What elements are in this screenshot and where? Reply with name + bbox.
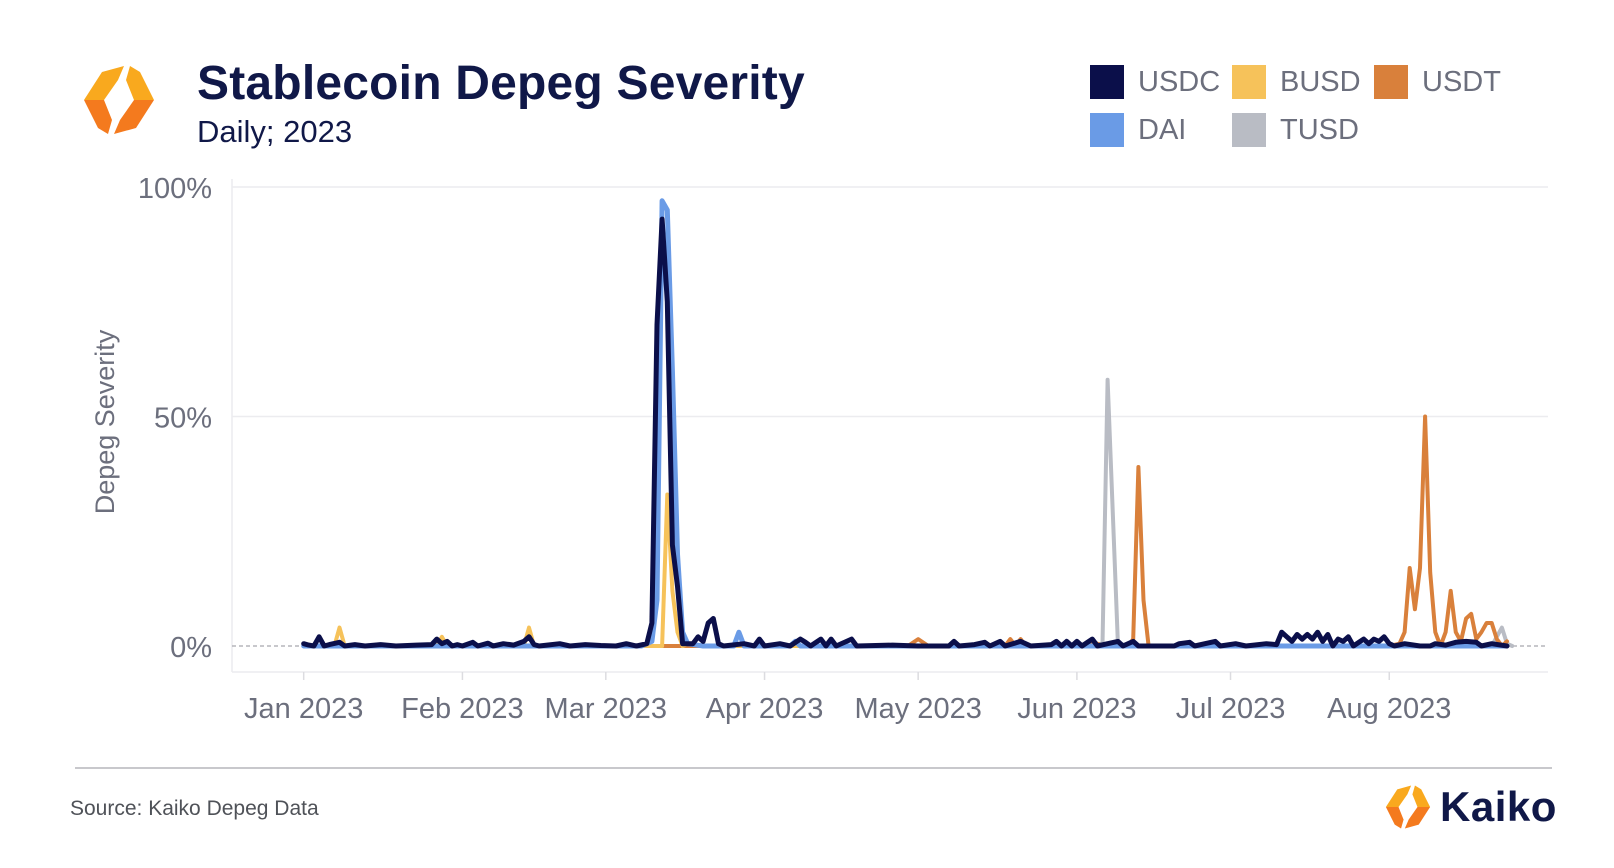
legend-label-dai: DAI (1138, 113, 1187, 146)
series-line-busd (301, 492, 1509, 648)
series-line-tusd (301, 377, 1515, 648)
legend-swatch-usdt (1374, 65, 1408, 99)
x-tick-label: Jul 2023 (1176, 693, 1286, 725)
x-tick-label: Apr 2023 (706, 693, 824, 725)
legend-swatch-tusd (1232, 113, 1266, 147)
legend-label-usdt: USDT (1422, 65, 1501, 98)
x-tick-label: Aug 2023 (1327, 693, 1451, 725)
kaiko-logo-icon (84, 66, 154, 134)
x-tick-label: May 2023 (854, 693, 981, 725)
series-line-usdt (301, 414, 1509, 648)
series-line-dai (301, 198, 1510, 649)
legend-label-tusd: TUSD (1280, 113, 1359, 146)
footer-divider (75, 767, 1552, 769)
legend-item-usdc: USDC (1090, 64, 1220, 100)
brand-block: Kaiko (1382, 783, 1557, 831)
legend-item-tusd: TUSD (1232, 112, 1359, 148)
legend-item-busd: BUSD (1232, 64, 1361, 100)
series-line-usdc (301, 216, 1510, 649)
x-tick-label: Jun 2023 (1017, 693, 1136, 725)
legend-swatch-usdc (1090, 65, 1124, 99)
legend-label-busd: BUSD (1280, 65, 1361, 98)
axis-layer: 0% 50% 100% Jan 2023 Feb 2023 Mar 2023 Apr 202… (138, 173, 1452, 725)
x-tick-label: Jan 2023 (244, 693, 363, 725)
chart-title: Stablecoin Depeg Severity (197, 57, 805, 110)
y-tick-label: 100% (138, 173, 212, 205)
series-layer (301, 198, 1515, 649)
grid-layer (231, 179, 1548, 680)
legend-swatch-dai (1090, 113, 1124, 147)
y-tick-label: 0% (170, 632, 212, 664)
y-axis-label: Depeg Severity (90, 329, 120, 514)
legend-item-dai: DAI (1090, 112, 1186, 148)
legend-label-usdc: USDC (1138, 65, 1221, 98)
legend-swatch-busd (1232, 65, 1266, 99)
kaiko-brand-icon (1385, 785, 1431, 829)
legend: USDC BUSD USDT DAI TUSD (1090, 64, 1560, 154)
legend-item-usdt: USDT (1374, 64, 1501, 100)
source-note: Source: Kaiko Depeg Data (70, 797, 319, 820)
brand-name: Kaiko (1440, 783, 1557, 830)
x-tick-label: Mar 2023 (545, 693, 668, 725)
chart-subtitle: Daily; 2023 (197, 114, 353, 149)
y-tick-label: 50% (154, 403, 212, 435)
x-tick-label: Feb 2023 (401, 693, 524, 725)
